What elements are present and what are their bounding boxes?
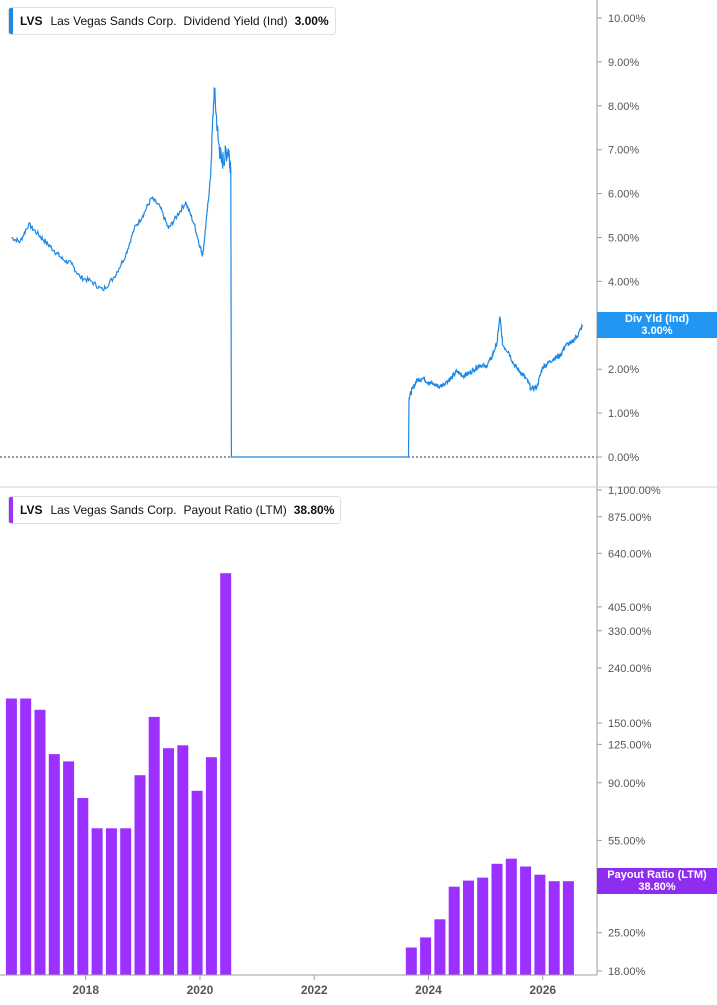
payout-ratio-bar <box>534 874 546 975</box>
payout-ratio-bar <box>405 947 417 975</box>
x-tick-label: 2026 <box>529 983 556 997</box>
x-tick-label: 2022 <box>301 983 328 997</box>
y-tick-label: 5.00% <box>608 233 639 245</box>
badge-label: Div Yld (Ind) <box>625 313 689 326</box>
legend-ticker: LVS <box>20 503 43 517</box>
payout-swatch-icon <box>9 497 13 523</box>
payout-ratio-bar <box>191 790 203 975</box>
y-tick-label: 150.00% <box>608 718 652 730</box>
payout-ratio-bar <box>91 828 103 975</box>
payout-ratio-bar <box>163 748 174 975</box>
payout-ratio-bar <box>220 573 232 975</box>
y-tick-label: 330.00% <box>608 626 652 638</box>
y-tick-label: 25.00% <box>608 928 646 940</box>
dividend-yield-legend: LVS Las Vegas Sands Corp. Dividend Yield… <box>8 7 336 35</box>
payout-ratio-bar <box>5 698 17 975</box>
y-tick-label: 240.00% <box>608 663 652 675</box>
payout-ratio-bar <box>77 798 89 975</box>
legend-metric: Dividend Yield (Ind) <box>183 14 288 28</box>
yield-swatch-icon <box>9 8 13 34</box>
dividend-yield-line <box>11 87 584 458</box>
legend-metric: Payout Ratio (LTM) <box>183 503 287 517</box>
payout-ratio-bar <box>420 937 432 975</box>
payout-ratio-bar <box>548 881 560 975</box>
badge-value: 38.80% <box>638 881 676 894</box>
payout-ratio-bar <box>120 828 132 975</box>
legend-company: Las Vegas Sands Corp. <box>50 503 177 517</box>
payout-ratio-bar <box>477 877 489 975</box>
y-tick-label: 7.00% <box>608 145 639 157</box>
payout-ratio-bar <box>63 761 75 975</box>
y-tick-label: 125.00% <box>608 739 652 751</box>
dividend-yield-badge: Div Yld (Ind) 3.00% <box>597 312 717 339</box>
y-tick-label: 90.00% <box>608 778 646 790</box>
payout-ratio-bar <box>34 709 46 975</box>
legend-value: 38.80% <box>293 503 335 517</box>
payout-ratio-bar <box>463 880 474 975</box>
x-tick-label: 2024 <box>415 983 442 997</box>
payout-ratio-bar <box>448 886 460 975</box>
payout-ratio-bar <box>505 858 517 975</box>
badge-value: 3.00% <box>641 325 673 338</box>
payout-ratio-bar <box>562 881 574 975</box>
legend-ticker: LVS <box>20 14 43 28</box>
payout-ratio-bar <box>105 828 117 975</box>
y-tick-label: 55.00% <box>608 835 646 847</box>
payout-ratio-bar <box>48 754 60 975</box>
y-tick-label: 8.00% <box>608 101 639 113</box>
legend-value: 3.00% <box>294 14 329 28</box>
y-tick-label: 18.00% <box>608 966 646 978</box>
payout-ratio-badge: Payout Ratio (LTM) 38.80% <box>597 868 717 895</box>
y-tick-label: 1,100.00% <box>608 485 661 497</box>
payout-ratio-plot <box>5 573 574 975</box>
payout-ratio-legend: LVS Las Vegas Sands Corp. Payout Ratio (… <box>8 496 342 524</box>
y-tick-label: 1.00% <box>608 408 639 420</box>
payout-ratio-bar <box>134 775 146 975</box>
payout-ratio-bar <box>434 919 446 975</box>
y-tick-label: 2.00% <box>608 364 639 376</box>
y-tick-label: 4.00% <box>608 276 639 288</box>
x-tick-label: 2018 <box>72 983 99 997</box>
payout-ratio-bar <box>520 866 532 975</box>
payout-ratio-bar <box>491 863 503 975</box>
y-tick-label: 6.00% <box>608 189 639 201</box>
payout-ratio-bar <box>177 745 189 975</box>
y-tick-label: 10.00% <box>608 13 646 25</box>
y-tick-label: 9.00% <box>608 57 639 69</box>
y-tick-label: 640.00% <box>608 548 652 560</box>
x-tick-label: 2020 <box>187 983 214 997</box>
badge-label: Payout Ratio (LTM) <box>607 869 707 882</box>
payout-ratio-bar <box>148 716 160 975</box>
y-tick-label: 405.00% <box>608 602 652 614</box>
y-tick-label: 875.00% <box>608 512 652 524</box>
payout-ratio-bar <box>20 698 32 975</box>
payout-ratio-bar <box>205 757 217 975</box>
y-tick-label: 0.00% <box>608 452 639 464</box>
legend-company: Las Vegas Sands Corp. <box>50 14 177 28</box>
dividend-yield-plot <box>0 87 597 458</box>
